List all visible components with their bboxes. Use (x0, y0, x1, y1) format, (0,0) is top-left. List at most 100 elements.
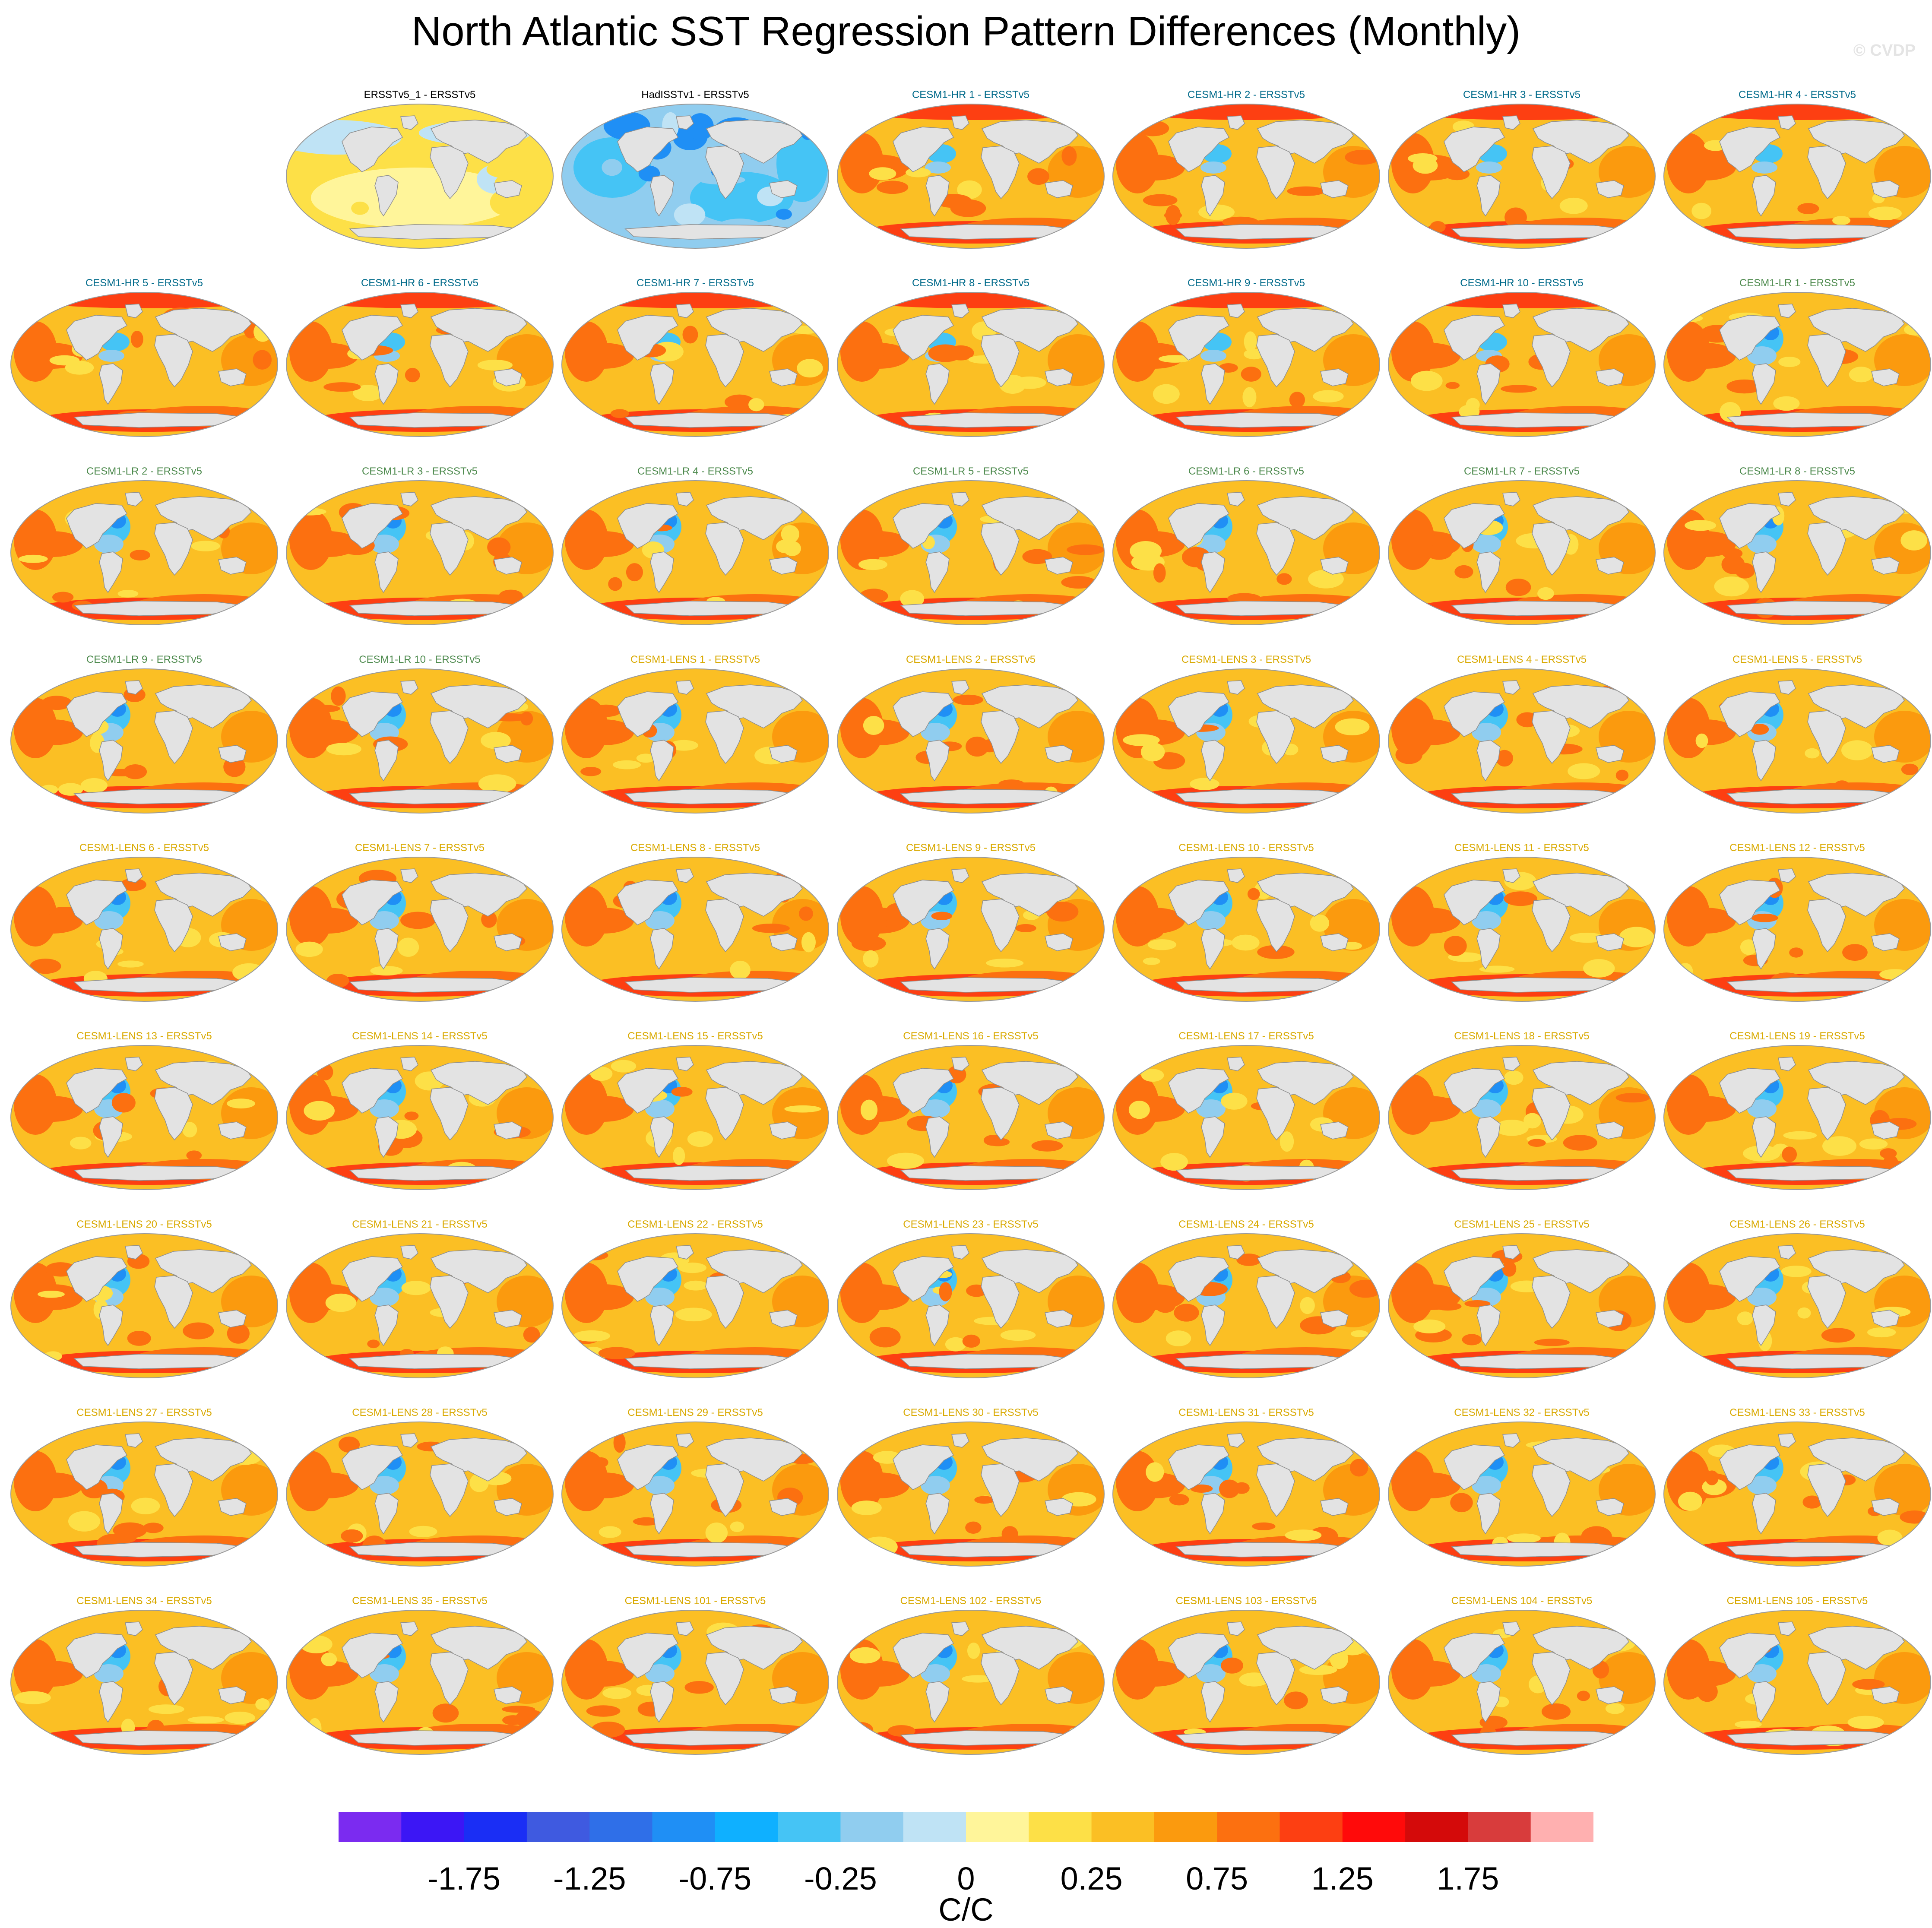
panel-title: CESM1-HR 3 - ERSSTv5 (1463, 89, 1581, 101)
map-panel: CESM1-LR 3 - ERSSTv5 (282, 465, 557, 651)
robinson-map (10, 1233, 278, 1378)
robinson-map (1388, 480, 1656, 625)
map-panel: CESM1-LR 8 - ERSSTv5 (1660, 465, 1932, 651)
colorbar-swatch (715, 1812, 778, 1842)
colorbar-swatch (903, 1812, 966, 1842)
panel-title: CESM1-LENS 35 - ERSSTv5 (352, 1595, 488, 1607)
colorbar-swatch (1468, 1812, 1531, 1842)
panel-title: CESM1-LENS 11 - ERSSTv5 (1454, 842, 1589, 854)
panel-title: CESM1-LENS 7 - ERSSTv5 (355, 842, 485, 854)
panel-title: CESM1-HR 4 - ERSSTv5 (1738, 89, 1856, 101)
robinson-map (837, 1610, 1105, 1755)
colorbar-swatch (339, 1812, 402, 1842)
map-panel: CESM1-LENS 34 - ERSSTv5 (7, 1595, 282, 1781)
robinson-map (1388, 1610, 1656, 1755)
robinson-map (286, 668, 554, 814)
robinson-map (1663, 1045, 1931, 1190)
map-panel: CESM1-LENS 8 - ERSSTv5 (558, 842, 833, 1028)
map-panel: CESM1-LR 1 - ERSSTv5 (1660, 277, 1932, 463)
colorbar-swatch (778, 1812, 841, 1842)
robinson-map (1388, 668, 1656, 814)
robinson-map (10, 292, 278, 437)
panel-title: CESM1-LENS 13 - ERSSTv5 (76, 1030, 212, 1042)
map-panel: CESM1-LENS 7 - ERSSTv5 (282, 842, 557, 1028)
robinson-map (837, 668, 1105, 814)
map-panel: CESM1-LENS 5 - ERSSTv5 (1660, 654, 1932, 839)
robinson-map (561, 1045, 829, 1190)
robinson-map (1112, 292, 1380, 437)
panel-title: CESM1-LENS 3 - ERSSTv5 (1181, 654, 1311, 665)
map-panel: CESM1-LENS 1 - ERSSTv5 (558, 654, 833, 839)
robinson-map (837, 1045, 1105, 1190)
panel-title: CESM1-LENS 16 - ERSSTv5 (903, 1030, 1039, 1042)
robinson-map (286, 1610, 554, 1755)
map-panel: CESM1-LENS 29 - ERSSTv5 (558, 1407, 833, 1592)
panel-title: CESM1-LR 7 - ERSSTv5 (1463, 465, 1580, 477)
map-panel: CESM1-HR 7 - ERSSTv5 (558, 277, 833, 463)
colorbar-tick-label: -1.25 (553, 1861, 626, 1896)
map-panel: CESM1-LENS 16 - ERSSTv5 (833, 1030, 1108, 1216)
robinson-map (561, 1610, 829, 1755)
robinson-map (10, 1610, 278, 1755)
map-panel: CESM1-LENS 25 - ERSSTv5 (1384, 1219, 1659, 1404)
map-panel: CESM1-HR 8 - ERSSTv5 (833, 277, 1108, 463)
robinson-map (10, 857, 278, 1002)
panel-title: CESM1-LENS 28 - ERSSTv5 (352, 1407, 488, 1418)
panel-title: CESM1-LENS 21 - ERSSTv5 (352, 1219, 488, 1230)
map-panel: CESM1-LR 7 - ERSSTv5 (1384, 465, 1659, 651)
map-panel: CESM1-LENS 21 - ERSSTv5 (282, 1219, 557, 1404)
map-panel: CESM1-LR 10 - ERSSTv5 (282, 654, 557, 839)
robinson-map (837, 480, 1105, 625)
map-panel: CESM1-LENS 30 - ERSSTv5 (833, 1407, 1108, 1592)
panel-title: CESM1-LENS 29 - ERSSTv5 (627, 1407, 763, 1418)
colorbar-tick-label: -1.75 (428, 1861, 500, 1896)
robinson-map (286, 480, 554, 625)
robinson-map (1112, 1045, 1380, 1190)
panel-title: CESM1-LENS 12 - ERSSTv5 (1729, 842, 1865, 854)
panel-title: CESM1-HR 5 - ERSSTv5 (85, 277, 203, 289)
map-panel: CESM1-LR 5 - ERSSTv5 (833, 465, 1108, 651)
colorbar-units: C/C (938, 1892, 994, 1928)
colorbar-swatch (966, 1812, 1029, 1842)
robinson-map (1663, 104, 1931, 249)
robinson-map (1663, 668, 1931, 814)
map-panel: CESM1-LENS 104 - ERSSTv5 (1384, 1595, 1659, 1781)
panel-title: CESM1-HR 6 - ERSSTv5 (361, 277, 479, 289)
panel-title: CESM1-LENS 101 - ERSSTv5 (624, 1595, 766, 1607)
panel-title: CESM1-HR 2 - ERSSTv5 (1187, 89, 1305, 101)
panel-title: CESM1-LENS 22 - ERSSTv5 (627, 1219, 763, 1230)
colorbar (339, 1812, 1593, 1842)
robinson-map (837, 292, 1105, 437)
map-panel: CESM1-LENS 33 - ERSSTv5 (1660, 1407, 1932, 1592)
map-panel: CESM1-HR 2 - ERSSTv5 (1109, 89, 1384, 275)
panel-title: CESM1-LENS 31 - ERSSTv5 (1178, 1407, 1314, 1418)
panel-title: CESM1-LR 3 - ERSSTv5 (361, 465, 478, 477)
robinson-map (1663, 1421, 1931, 1567)
panel-title: CESM1-LENS 104 - ERSSTv5 (1451, 1595, 1593, 1607)
panel-title: CESM1-LR 6 - ERSSTv5 (1188, 465, 1305, 477)
map-panel: CESM1-HR 3 - ERSSTv5 (1384, 89, 1659, 275)
map-panel: CESM1-LENS 27 - ERSSTv5 (7, 1407, 282, 1592)
robinson-map (561, 668, 829, 814)
map-panel: CESM1-LR 4 - ERSSTv5 (558, 465, 833, 651)
map-panel: CESM1-LENS 22 - ERSSTv5 (558, 1219, 833, 1404)
map-panel: CESM1-LR 2 - ERSSTv5 (7, 465, 282, 651)
map-panel: CESM1-LENS 10 - ERSSTv5 (1109, 842, 1384, 1028)
map-panel: CESM1-HR 1 - ERSSTv5 (833, 89, 1108, 275)
map-panel: CESM1-LENS 20 - ERSSTv5 (7, 1219, 282, 1404)
panel-title: CESM1-LENS 4 - ERSSTv5 (1457, 654, 1587, 665)
map-panel-grid: ERSSTv5_1 - ERSSTv5 HadISSTv1 - ERSSTv5 CE… (7, 89, 1932, 1781)
robinson-map (837, 104, 1105, 249)
robinson-map (1112, 1421, 1380, 1567)
map-panel: CESM1-LENS 101 - ERSSTv5 (558, 1595, 833, 1781)
robinson-map (10, 1421, 278, 1567)
panel-title: CESM1-LENS 8 - ERSSTv5 (630, 842, 760, 854)
panel-title: HadISSTv1 - ERSSTv5 (641, 89, 749, 101)
robinson-map (561, 480, 829, 625)
map-panel: CESM1-LENS 11 - ERSSTv5 (1384, 842, 1659, 1028)
map-panel: CESM1-LENS 12 - ERSSTv5 (1660, 842, 1932, 1028)
map-panel: CESM1-LENS 26 - ERSSTv5 (1660, 1219, 1932, 1404)
robinson-map (1388, 292, 1656, 437)
robinson-map (1388, 1421, 1656, 1567)
panel-title: CESM1-HR 1 - ERSSTv5 (912, 89, 1030, 101)
